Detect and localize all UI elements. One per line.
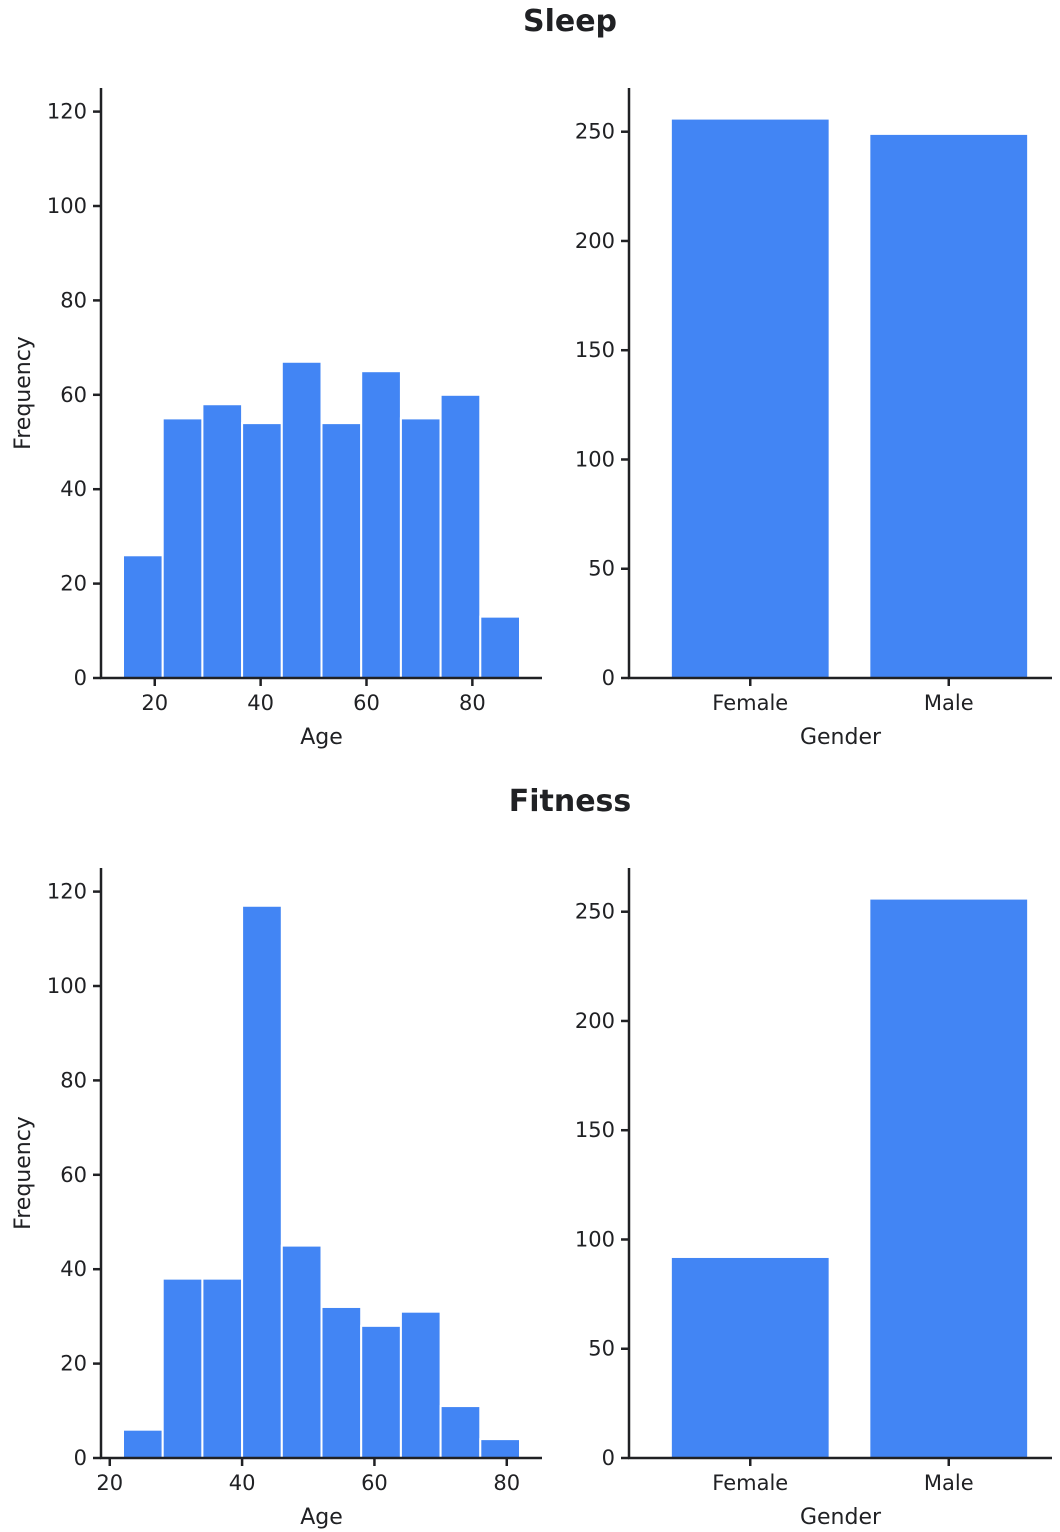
fitness-age-ytick-label-2: 40 [60, 1257, 87, 1281]
fitness-gender-ytick-label-5: 250 [575, 900, 615, 924]
sleep-age-xtick-label-2: 60 [353, 691, 380, 715]
fitness-age-bar-9 [479, 1438, 521, 1459]
fitness-gender-x-axis-label: Gender [800, 1505, 882, 1530]
sleep-age-bar-4 [280, 360, 323, 679]
sleep-age-ytick-label-5: 100 [47, 194, 87, 218]
fitness-age-ytick-label-4: 80 [60, 1068, 87, 1092]
sleep-gender-ytick-label-4: 200 [575, 229, 615, 253]
fitness-age-xtick-label-2: 60 [361, 1471, 388, 1495]
fitness-gender-ytick-label-0: 0 [602, 1446, 615, 1470]
fitness-age-bar-8 [439, 1405, 482, 1459]
sleep-age-ytick-label-2: 40 [60, 477, 87, 501]
sleep-age-ytick-label-0: 0 [74, 666, 87, 690]
fitness-age-xtick-label-3: 80 [493, 1471, 520, 1495]
sleep-gender-ytick-label-2: 100 [575, 447, 615, 471]
fitness-age-bar-0 [122, 1428, 164, 1460]
sleep-age-xtick-label-1: 40 [247, 691, 274, 715]
fitness-gender-ytick-label-3: 150 [575, 1118, 615, 1142]
sleep-age-bar-2 [201, 403, 244, 679]
fitness-age-xtick-label-0: 20 [96, 1471, 123, 1495]
fitness-gender-bar-female [669, 1255, 831, 1460]
fitness-age-bar-6 [360, 1324, 402, 1459]
sleep-gender-ytick-label-3: 150 [575, 338, 615, 362]
fitness-age-ytick-label-5: 100 [47, 974, 87, 998]
sleep-gender-x-axis-label: Gender [800, 725, 882, 750]
sleep-gender-ytick-label-1: 50 [588, 557, 615, 581]
sleep-gender-xtick-label-male: Male [924, 691, 974, 715]
fitness-gender-ytick-label-1: 50 [588, 1337, 615, 1361]
fitness-section-title: Fitness [508, 784, 632, 819]
fitness-age-bar-1 [161, 1277, 204, 1460]
sleep-age-bar-0 [122, 554, 164, 680]
sleep-gender-ytick-label-5: 250 [575, 120, 615, 144]
sleep-age-bar-7 [399, 417, 442, 679]
sleep-age-bar-9 [479, 615, 521, 680]
fitness-gender-ytick-label-2: 100 [575, 1227, 615, 1251]
sleep-age-bar-8 [439, 393, 482, 679]
fitness-age-bar-7 [399, 1310, 442, 1460]
fitness-age-ytick-label-6: 120 [47, 880, 87, 904]
sleep-gender-bar-male [868, 132, 1030, 679]
sleep-gender-bar-female [669, 117, 831, 679]
sleep-age-bar-1 [161, 417, 204, 679]
sleep-age-bar-6 [360, 370, 402, 679]
sleep-age-ytick-label-1: 20 [60, 572, 87, 596]
fitness-age-ytick-label-3: 60 [60, 1163, 87, 1187]
fitness-age-bar-5 [320, 1305, 363, 1459]
fitness-gender-xtick-label-male: Male [924, 1471, 974, 1495]
sleep-age-x-axis-label: Age [300, 725, 343, 750]
sleep-age-ytick-label-3: 60 [60, 383, 87, 407]
fitness-age-bar-2 [201, 1277, 244, 1460]
fitness-gender-xtick-label-female: Female [712, 1471, 788, 1495]
sleep-age-y-axis-label: Frequency [11, 336, 36, 450]
sleep-age-bar-3 [241, 422, 283, 679]
fitness-age-bar-3 [241, 904, 283, 1459]
sleep-section-title: Sleep [522, 4, 618, 39]
fitness-age-xtick-label-1: 40 [229, 1471, 256, 1495]
fitness-gender-ytick-label-4: 200 [575, 1009, 615, 1033]
fitness-age-ytick-label-0: 0 [74, 1446, 87, 1470]
sleep-age-bar-5 [320, 422, 363, 679]
fitness-age-bar-4 [280, 1244, 323, 1459]
sleep-age-ytick-label-4: 80 [60, 288, 87, 312]
fitness-gender-bar-male [868, 897, 1030, 1459]
fitness-age-x-axis-label: Age [300, 1505, 343, 1530]
fitness-age-y-axis-label: Frequency [11, 1116, 36, 1230]
sleep-age-ytick-label-6: 120 [47, 100, 87, 124]
sleep-age-xtick-label-0: 20 [141, 691, 168, 715]
sleep-age-xtick-label-3: 80 [459, 691, 486, 715]
fitness-age-ytick-label-1: 20 [60, 1352, 87, 1376]
sleep-gender-xtick-label-female: Female [712, 691, 788, 715]
sleep-gender-ytick-label-0: 0 [602, 666, 615, 690]
